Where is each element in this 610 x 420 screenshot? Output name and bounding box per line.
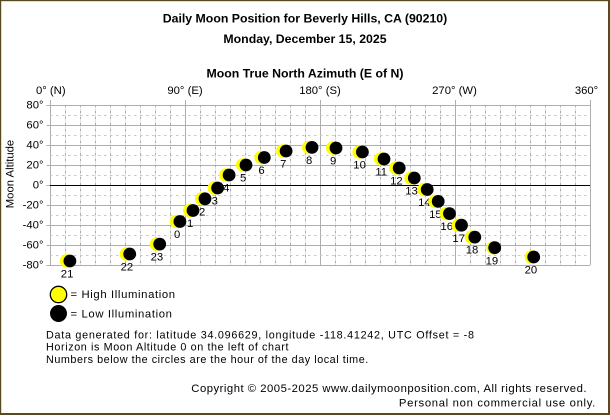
svg-text:= High Illumination: = High Illumination bbox=[71, 289, 176, 301]
svg-text:90° (E): 90° (E) bbox=[167, 85, 203, 97]
svg-text:20: 20 bbox=[525, 265, 538, 277]
svg-text:Copyright © 2005-2025 www.dail: Copyright © 2005-2025 www.dailymoonposit… bbox=[191, 383, 587, 395]
svg-text:Numbers below the circles are: Numbers below the circles are the hour o… bbox=[46, 354, 369, 366]
svg-text:9: 9 bbox=[330, 156, 336, 168]
svg-text:10: 10 bbox=[353, 160, 366, 172]
svg-text:1: 1 bbox=[187, 218, 193, 230]
svg-text:5: 5 bbox=[240, 173, 246, 185]
svg-text:16: 16 bbox=[440, 221, 453, 233]
svg-text:6: 6 bbox=[258, 165, 264, 177]
svg-text:60°: 60° bbox=[26, 120, 43, 132]
svg-text:Data generated for: latitude 3: Data generated for: latitude 34.096629, … bbox=[46, 329, 475, 341]
svg-text:0° (N): 0° (N) bbox=[36, 85, 66, 97]
svg-text:Horizon is Moon Altitude 0 on: Horizon is Moon Altitude 0 on the left o… bbox=[46, 342, 289, 354]
svg-text:40°: 40° bbox=[26, 140, 43, 152]
svg-text:13: 13 bbox=[405, 186, 418, 198]
svg-text:Daily Moon Position for Beverl: Daily Moon Position for Beverly Hills, C… bbox=[163, 11, 448, 25]
svg-text:270° (W): 270° (W) bbox=[432, 85, 477, 97]
svg-text:23: 23 bbox=[151, 252, 164, 264]
svg-text:0°: 0° bbox=[33, 180, 44, 192]
svg-text:-60°: -60° bbox=[23, 240, 44, 252]
svg-text:15: 15 bbox=[429, 209, 442, 221]
svg-text:-40°: -40° bbox=[23, 220, 44, 232]
svg-text:Moon True North Azimuth (E of: Moon True North Azimuth (E of N) bbox=[207, 67, 404, 81]
svg-text:Personal non commercial use on: Personal non commercial use only. bbox=[399, 397, 596, 409]
svg-text:180° (S): 180° (S) bbox=[299, 85, 341, 97]
svg-text:0: 0 bbox=[174, 229, 180, 241]
svg-text:80°: 80° bbox=[26, 100, 43, 112]
svg-text:19: 19 bbox=[486, 255, 499, 267]
svg-text:3: 3 bbox=[212, 196, 218, 208]
svg-text:22: 22 bbox=[121, 262, 134, 274]
svg-text:Moon Altitude: Moon Altitude bbox=[5, 140, 17, 208]
svg-text:Monday, December 15, 2025: Monday, December 15, 2025 bbox=[223, 32, 386, 46]
svg-text:12: 12 bbox=[390, 176, 403, 188]
svg-text:18: 18 bbox=[466, 245, 479, 257]
svg-text:20°: 20° bbox=[26, 160, 43, 172]
svg-text:11: 11 bbox=[375, 167, 387, 179]
svg-text:7: 7 bbox=[280, 159, 286, 171]
svg-text:14: 14 bbox=[418, 197, 431, 209]
svg-text:21: 21 bbox=[61, 269, 74, 281]
svg-text:2: 2 bbox=[199, 206, 205, 218]
svg-text:360°: 360° bbox=[575, 85, 598, 97]
svg-text:-80°: -80° bbox=[23, 260, 44, 272]
svg-text:-20°: -20° bbox=[23, 200, 44, 212]
svg-text:4: 4 bbox=[223, 183, 229, 195]
svg-text:= Low Illumination: = Low Illumination bbox=[71, 308, 173, 320]
svg-text:8: 8 bbox=[306, 155, 312, 167]
svg-text:17: 17 bbox=[452, 233, 465, 245]
